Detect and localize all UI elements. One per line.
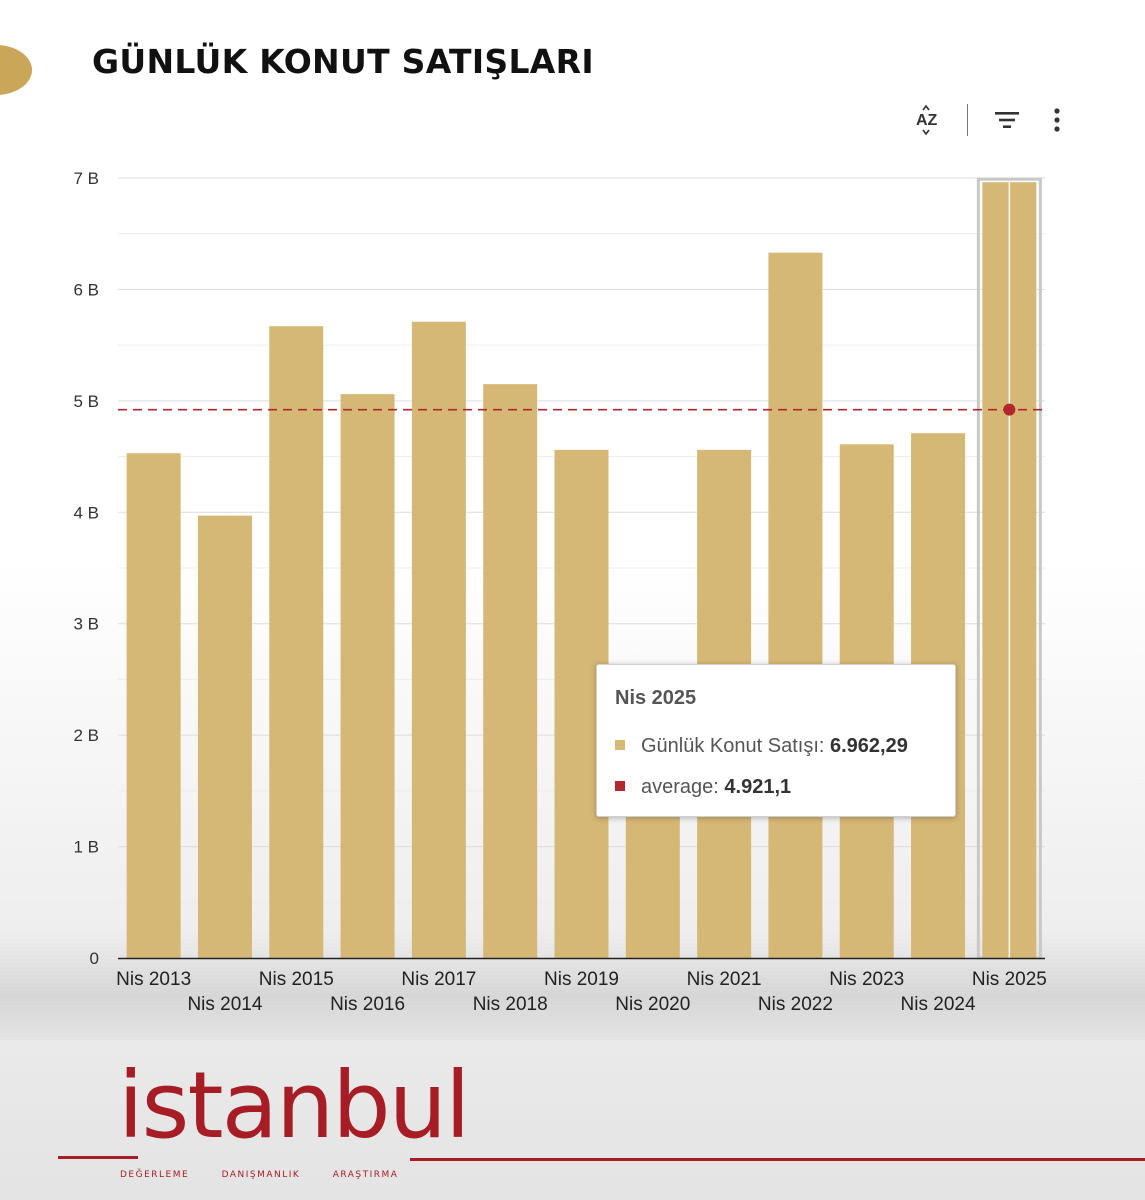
- logo-tagline-item: DANIŞMANLIK: [221, 1170, 301, 1180]
- bar: [269, 326, 324, 958]
- logo-line-left: [58, 1156, 138, 1159]
- filter-icon: [995, 112, 1019, 128]
- x-tick-label: Nis 2025: [972, 969, 1047, 990]
- y-tick-label: 4 B: [73, 503, 99, 522]
- bar: [197, 515, 252, 958]
- tooltip-average-value: 4.921,1: [724, 776, 792, 798]
- average-marker: [1003, 403, 1016, 416]
- x-tick-label: Nis 2017: [401, 969, 476, 990]
- x-tick-label: Nis 2023: [829, 969, 904, 990]
- sort-az-button[interactable]: AZ: [909, 100, 949, 140]
- y-tick-label: 6 B: [73, 280, 99, 299]
- x-tick-label: Nis 2019: [544, 969, 619, 990]
- y-tick-label: 7 B: [73, 169, 99, 188]
- y-tick-label: 3 B: [73, 615, 99, 634]
- average-swatch: [615, 781, 625, 791]
- chart-toolbar: AZ: [905, 100, 1075, 140]
- bars: [126, 177, 1042, 960]
- tooltip-average-row: average: 4.921,1: [615, 776, 791, 799]
- x-tick-label: Nis 2014: [187, 994, 262, 1015]
- y-tick-label: 0: [90, 949, 99, 968]
- bar: [126, 453, 181, 958]
- x-tick-label: Nis 2024: [901, 994, 976, 1015]
- chart-tooltip: Nis 2025 Günlük Konut Satışı: 6.962,29 a…: [596, 664, 956, 817]
- x-tick-label: Nis 2020: [615, 994, 690, 1015]
- y-tick-label: 5 B: [73, 392, 99, 411]
- x-axis-labels: Nis 2013 Nis 2014 Nis 2015 Nis 2016 Nis 2017…: [116, 969, 1047, 1015]
- series-swatch: [615, 740, 625, 750]
- tooltip-series-row: Günlük Konut Satışı: 6.962,29: [615, 735, 908, 758]
- x-tick-label: Nis 2015: [259, 969, 334, 990]
- tooltip-title: Nis 2025: [615, 687, 697, 709]
- tooltip-average-label: average:: [641, 776, 725, 798]
- sort-az-icon: AZ: [916, 104, 938, 136]
- logo-tagline-item: DEĞERLEME: [120, 1170, 190, 1180]
- toolbar-divider: [967, 104, 968, 136]
- logo-tagline-item: ARAŞTIRMA: [332, 1170, 399, 1180]
- average-line-group: [118, 403, 1045, 416]
- filter-button[interactable]: [987, 100, 1027, 140]
- tooltip-series-label: Günlük Konut Satışı:: [641, 735, 830, 757]
- y-tick-label: 1 B: [73, 838, 99, 857]
- bar: [340, 394, 395, 959]
- more-vertical-icon: [1054, 108, 1060, 132]
- tooltip-series-value: 6.962,29: [830, 735, 908, 757]
- bar: [483, 384, 538, 959]
- sort-az-label: AZ: [916, 112, 938, 129]
- logo-line: [410, 1158, 1145, 1161]
- x-tick-label: Nis 2021: [687, 969, 762, 990]
- logo-tagline: DEĞERLEME DANIŞMANLIK ARAŞTIRMA: [120, 1170, 426, 1180]
- bar: [768, 252, 823, 958]
- x-tick-label: Nis 2016: [330, 994, 405, 1015]
- x-tick-label: Nis 2013: [116, 969, 191, 990]
- more-options-button[interactable]: [1037, 100, 1077, 140]
- page-title: GÜNLÜK KONUT SATIŞLARI: [92, 42, 594, 81]
- y-tick-label: 2 B: [73, 726, 99, 745]
- bar: [411, 321, 466, 958]
- y-axis-ticks: 0 1 B 2 B 3 B 4 B 5 B 6 B 7 B: [73, 169, 99, 968]
- logo-wordmark: istanbul: [118, 1052, 471, 1159]
- x-tick-label: Nis 2018: [473, 994, 548, 1015]
- istanbul-logo: istanbul DEĞERLEME DANIŞMANLIK ARAŞTIRMA: [0, 1060, 1145, 1200]
- x-tick-label: Nis 2022: [758, 994, 833, 1015]
